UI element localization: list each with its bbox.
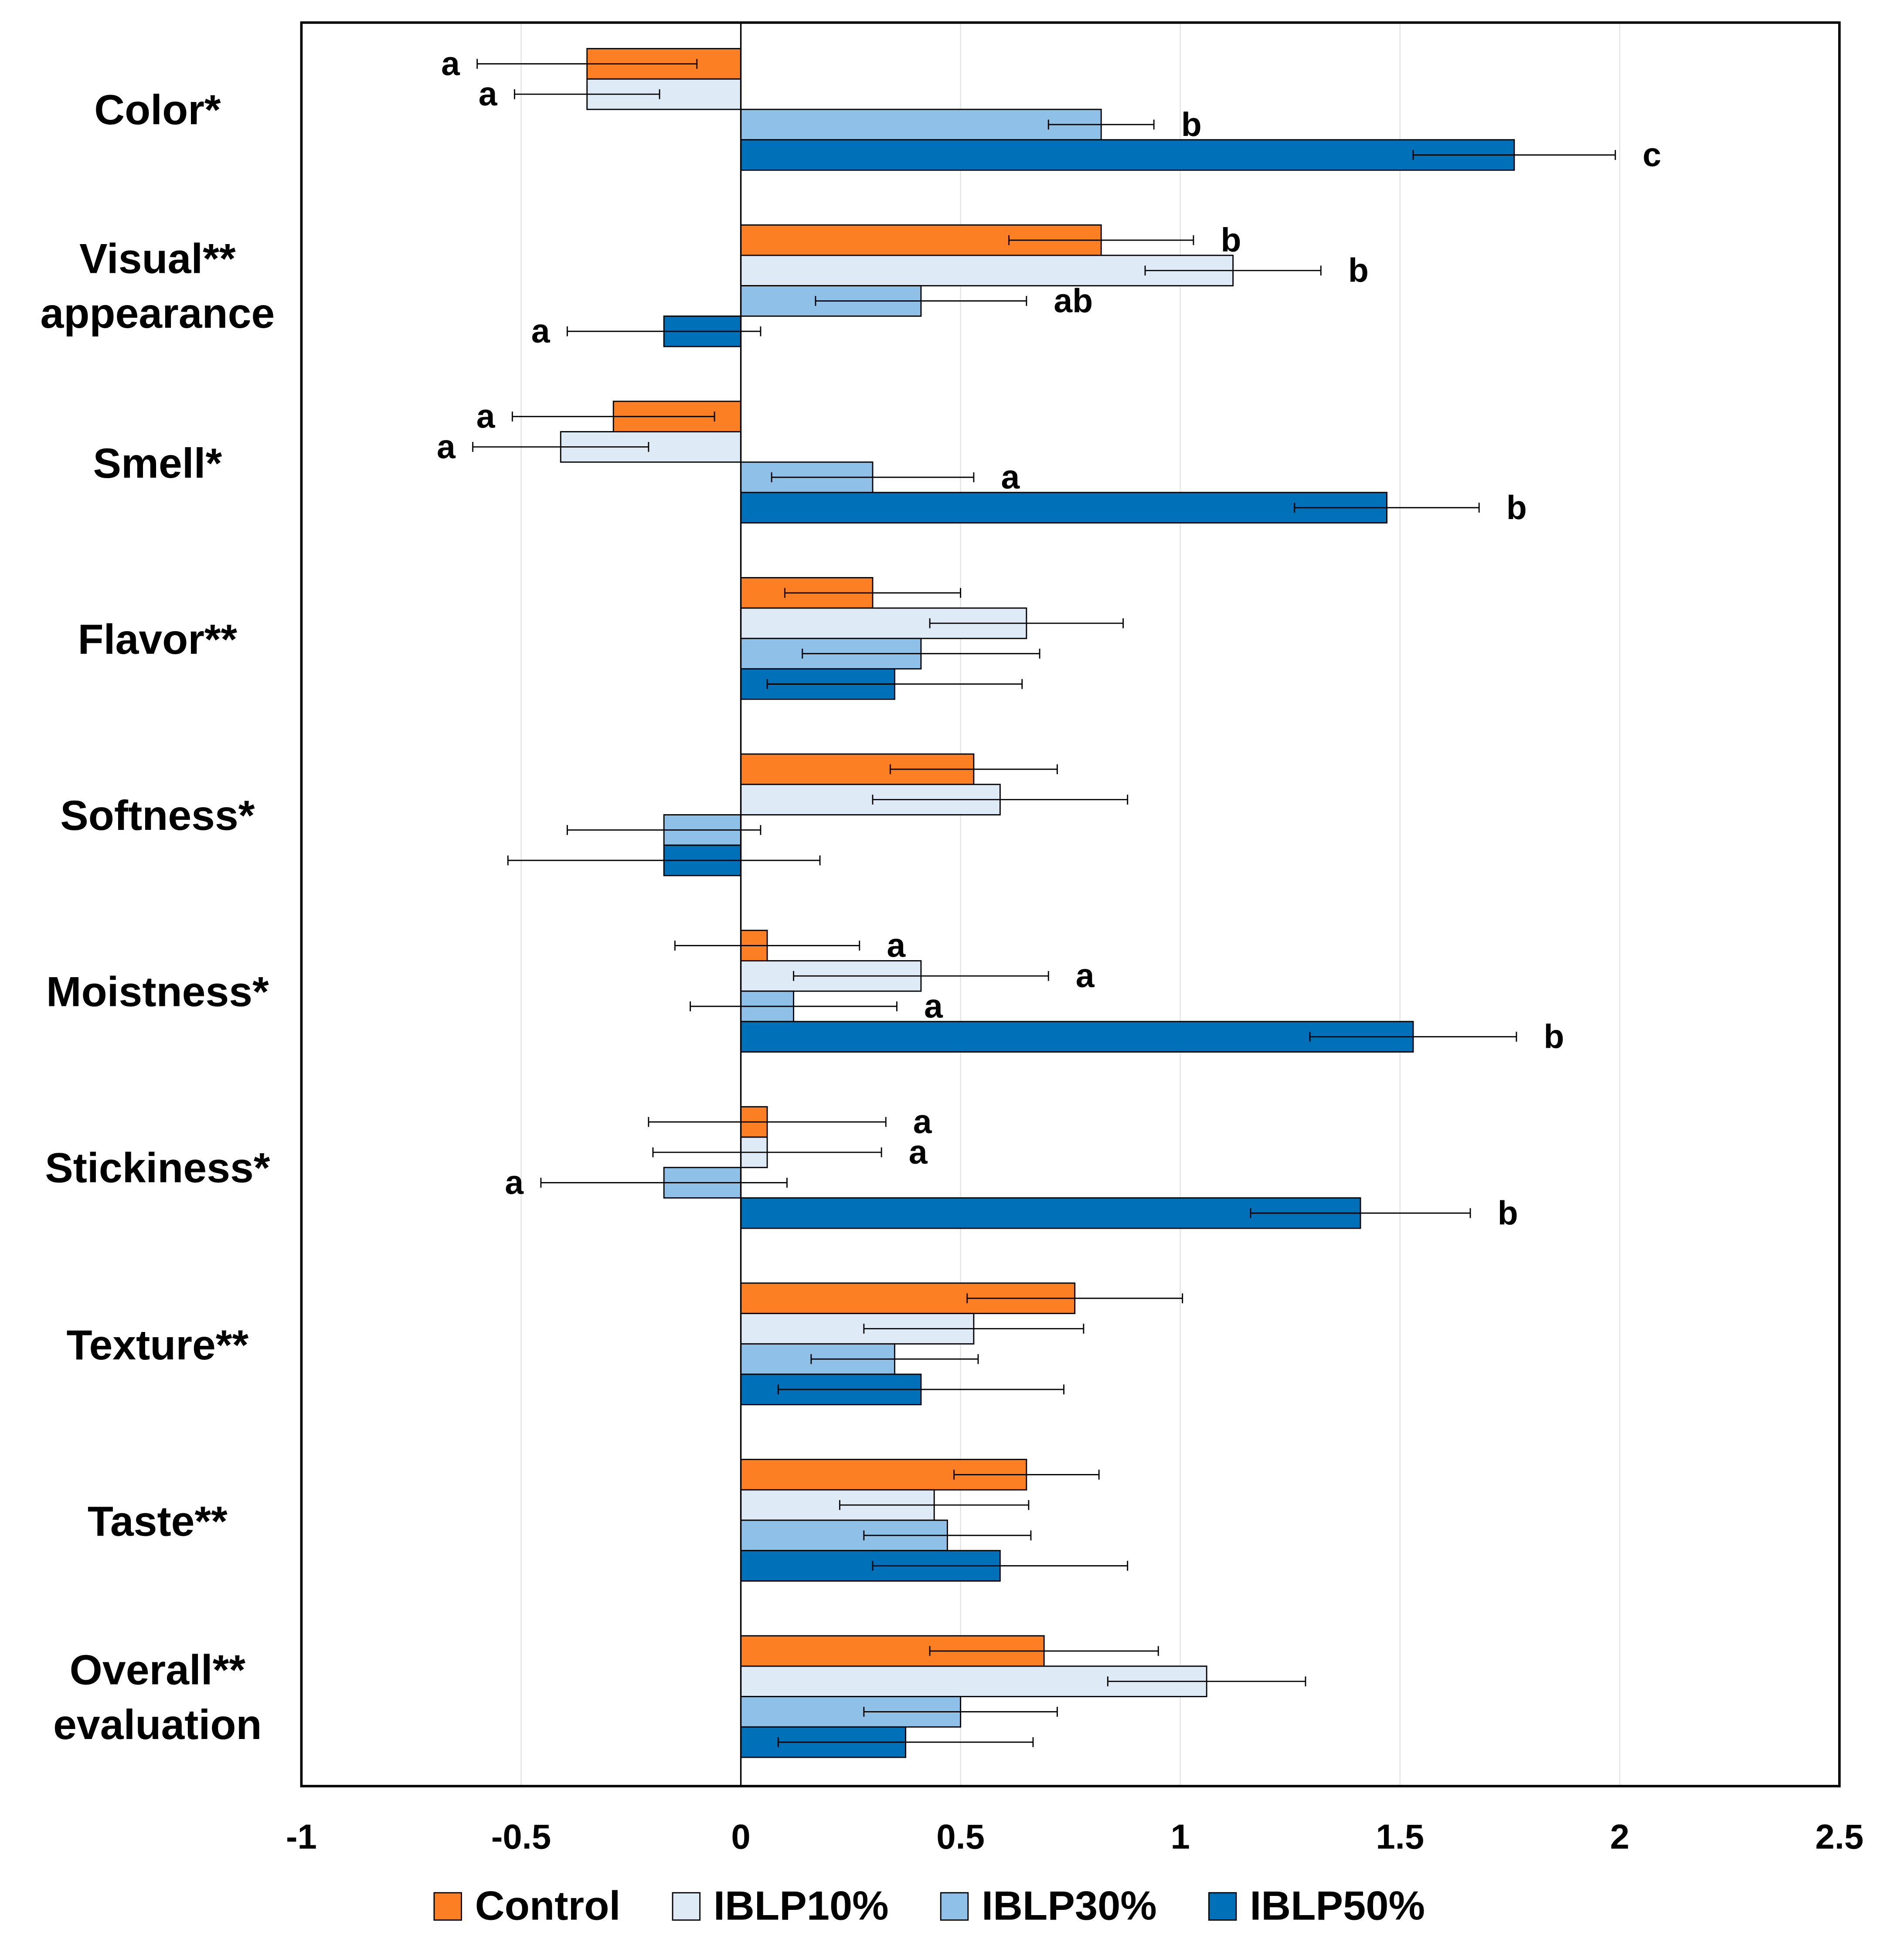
legend-swatch bbox=[672, 1892, 701, 1921]
legend-label: IBLP50% bbox=[1250, 1883, 1425, 1929]
y-tick-label: Softness* bbox=[60, 792, 255, 840]
significance-letter: b bbox=[1506, 489, 1527, 527]
x-tick-label: 2 bbox=[1610, 1817, 1629, 1856]
category-label-box: Softness* bbox=[60, 792, 255, 840]
y-tick-label: Flavor** bbox=[78, 616, 238, 664]
significance-letter: a bbox=[887, 927, 906, 965]
y-tick-label: Color* bbox=[94, 87, 221, 135]
significance-letter: a bbox=[909, 1134, 928, 1171]
significance-letter: a bbox=[531, 313, 551, 350]
legend-swatch bbox=[433, 1892, 462, 1921]
plot-frame bbox=[300, 21, 1841, 1787]
x-tick-label: -0.5 bbox=[491, 1817, 551, 1856]
category-label-box: Stickiness* bbox=[45, 1145, 270, 1192]
x-tick-label: 1.5 bbox=[1376, 1817, 1424, 1856]
significance-letter: a bbox=[437, 428, 456, 465]
legend-label: IBLP30% bbox=[982, 1883, 1157, 1929]
x-tick-label: 1 bbox=[1170, 1817, 1190, 1856]
legend-swatch bbox=[940, 1892, 969, 1921]
y-tick-label: Stickiness* bbox=[45, 1145, 270, 1192]
significance-letter: a bbox=[476, 398, 496, 435]
significance-letter: a bbox=[913, 1103, 932, 1141]
category-label-box: Smell* bbox=[93, 440, 222, 487]
category-label-box: Moistness* bbox=[46, 969, 269, 1016]
bar bbox=[740, 1021, 1414, 1053]
significance-letter: a bbox=[441, 45, 460, 82]
x-tick-label: 0 bbox=[731, 1817, 750, 1856]
y-tick-label: Moistness* bbox=[46, 969, 269, 1016]
significance-letter: a bbox=[479, 75, 498, 113]
y-tick-label: Smell* bbox=[93, 440, 222, 487]
bar bbox=[740, 109, 1102, 141]
significance-letter: b bbox=[1544, 1018, 1564, 1056]
legend-label: IBLP10% bbox=[714, 1883, 889, 1929]
y-tick-label: Overall** evaluation bbox=[53, 1647, 262, 1749]
bar bbox=[740, 492, 1387, 524]
y-tick-label: Taste** bbox=[87, 1498, 228, 1546]
significance-letter: a bbox=[1001, 459, 1020, 496]
legend-swatch bbox=[1208, 1892, 1237, 1921]
category-label-box: Overall** evaluation bbox=[53, 1647, 262, 1749]
x-tick-label: 2.5 bbox=[1815, 1817, 1863, 1856]
category-label-box: Taste** bbox=[87, 1498, 228, 1546]
category-label-box: Texture** bbox=[66, 1321, 249, 1369]
significance-letter: b bbox=[1181, 106, 1202, 143]
significance-letter: a bbox=[505, 1164, 524, 1202]
significance-letter: b bbox=[1221, 221, 1241, 259]
significance-letter: a bbox=[924, 988, 943, 1025]
y-tick-label: Texture** bbox=[66, 1321, 249, 1369]
x-tick-label: -1 bbox=[286, 1817, 317, 1856]
bar bbox=[740, 139, 1515, 171]
significance-letter: c bbox=[1642, 136, 1661, 174]
significance-letter: ab bbox=[1054, 282, 1093, 319]
y-tick-label: Visual** appearance bbox=[40, 236, 275, 338]
category-label-box: Visual** appearance bbox=[40, 236, 275, 338]
significance-letter: b bbox=[1348, 252, 1369, 289]
category-label-box: Color* bbox=[94, 87, 221, 135]
category-label-box: Flavor** bbox=[78, 616, 238, 664]
x-tick-label: 0.5 bbox=[936, 1817, 985, 1856]
significance-letter: a bbox=[1076, 957, 1095, 995]
legend-label: Control bbox=[475, 1883, 621, 1929]
significance-letter: b bbox=[1498, 1194, 1518, 1232]
